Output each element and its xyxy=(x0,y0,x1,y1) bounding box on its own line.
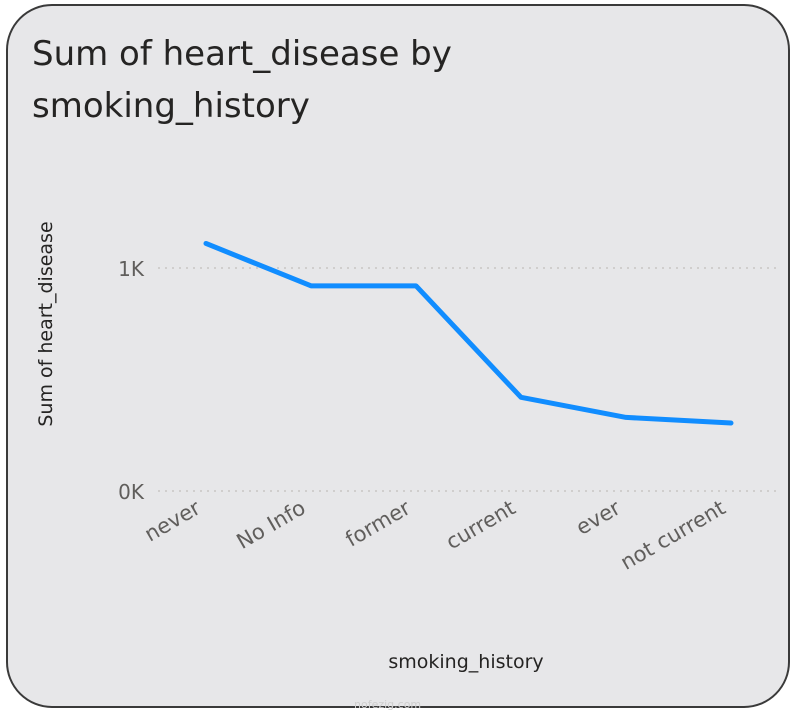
gridlines xyxy=(158,267,778,492)
watermark: nofezig.com xyxy=(354,698,422,711)
data-point xyxy=(414,283,418,288)
data-point xyxy=(519,395,523,400)
data-point xyxy=(309,283,313,288)
x-tick-label: never xyxy=(140,495,204,546)
x-tick-label: current xyxy=(442,496,520,555)
x-axis-title: smoking_history xyxy=(388,651,543,673)
series-layer xyxy=(203,240,734,426)
x-tick-label: former xyxy=(341,495,414,551)
y-axis-title: Sum of heart_disease xyxy=(35,221,57,426)
series-line xyxy=(203,240,734,426)
data-point xyxy=(204,241,208,246)
x-tick-label: not current xyxy=(616,496,729,575)
y-tick-label: 1K xyxy=(118,257,145,281)
data-point xyxy=(624,415,628,420)
y-tick-label: 0K xyxy=(118,480,145,504)
x-tick-label: No Info xyxy=(233,496,310,554)
chart-title: Sum of heart_disease by smoking_history xyxy=(32,34,452,126)
x-tick-label: ever xyxy=(572,495,625,539)
chart-card: Sum of heart_disease by smoking_history … xyxy=(6,4,790,708)
data-point xyxy=(729,420,733,425)
y-axis-ticks: 0K 1K xyxy=(118,257,145,504)
